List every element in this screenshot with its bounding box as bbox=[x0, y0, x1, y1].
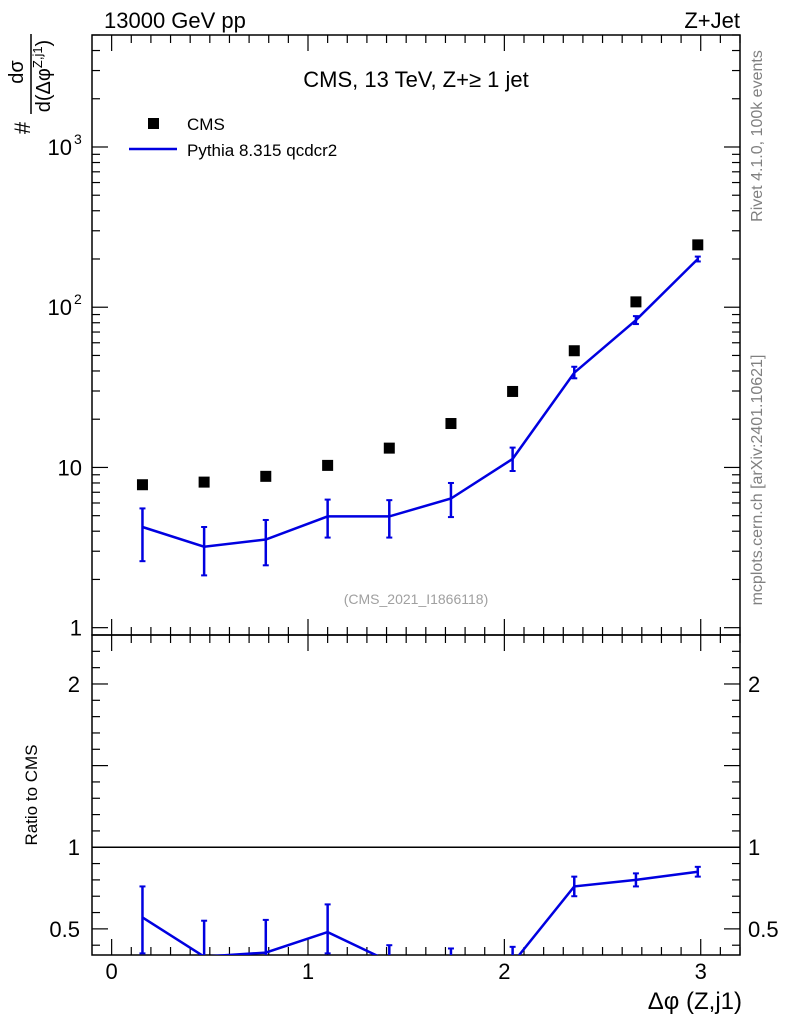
y-tick-label-1000: 10 bbox=[48, 135, 72, 160]
legend-cms-marker bbox=[148, 118, 159, 129]
ratio-data-layer bbox=[92, 846, 740, 955]
ratio-pythia-line bbox=[141, 870, 698, 955]
x-tick-label-1: 1 bbox=[302, 959, 314, 984]
ratio-tick-label-0.5: 0.5 bbox=[49, 917, 80, 942]
y-label-denominator: d(ΔφZ,j1) bbox=[30, 40, 55, 112]
x-tick-label-0: 0 bbox=[106, 959, 118, 984]
mcplots-label: mcplots.cern.ch [arXiv:2401.10621] bbox=[749, 355, 766, 606]
main-y-axis-label: # dσ d(ΔφZ,j1) bbox=[6, 34, 55, 134]
header-left: 13000 GeV pp bbox=[104, 8, 246, 33]
plot-title: CMS, 13 TeV, Z+≥ 1 jet bbox=[303, 67, 528, 92]
ratio-axis-ticks bbox=[92, 650, 740, 946]
cms-data-point bbox=[630, 296, 642, 308]
y-tick-label-1: 1 bbox=[70, 616, 82, 641]
y-tick-exp-100: 2 bbox=[74, 291, 82, 307]
x-axis-label: Δφ (Z,j1) bbox=[648, 988, 742, 1015]
x-tick-labels: 0 1 2 3 bbox=[106, 959, 707, 984]
ratio-y-axis-label: Ratio to CMS bbox=[22, 744, 41, 845]
ratio-tick-label-right-1: 1 bbox=[748, 835, 760, 860]
cms-data-point bbox=[260, 470, 272, 482]
legend: CMS Pythia 8.315 qcdcr2 bbox=[129, 115, 337, 160]
y-tick-label-100: 10 bbox=[48, 295, 72, 320]
cms-data-point bbox=[383, 442, 395, 454]
legend-pythia-label: Pythia 8.315 qcdcr2 bbox=[187, 141, 337, 160]
cms-data-point bbox=[507, 385, 519, 397]
cms-data-point bbox=[322, 459, 334, 471]
y-label-numerator: dσ bbox=[6, 60, 28, 84]
y-tick-label-10: 10 bbox=[58, 455, 82, 480]
header-right: Z+Jet bbox=[684, 8, 740, 33]
y-tick-exp-1000: 3 bbox=[74, 131, 82, 147]
cms-data-point bbox=[198, 476, 210, 488]
rivet-version-label: Rivet 4.1.0, 100k events bbox=[749, 50, 766, 222]
x-axis-ticks bbox=[111, 35, 741, 955]
main-y-tick-labels: 1 10 10 2 10 3 bbox=[48, 131, 82, 641]
cms-data-point bbox=[692, 239, 704, 251]
ratio-tick-label-1: 1 bbox=[68, 835, 80, 860]
main-axis-ticks bbox=[92, 34, 740, 629]
analysis-id: (CMS_2021_I1866118) bbox=[344, 591, 489, 607]
cms-data-point bbox=[445, 418, 457, 430]
main-data-layer bbox=[136, 239, 704, 577]
cms-data-point bbox=[136, 479, 148, 491]
ratio-tick-label-right-2: 2 bbox=[748, 672, 760, 697]
x-tick-label-3: 3 bbox=[695, 959, 707, 984]
ratio-panel-frame bbox=[91, 634, 741, 956]
y-label-hash: # bbox=[10, 121, 35, 134]
cms-data-point bbox=[568, 345, 580, 357]
x-tick-label-2: 2 bbox=[498, 959, 510, 984]
ratio-tick-label-right-0.5: 0.5 bbox=[748, 917, 779, 942]
pythia-line bbox=[142, 258, 699, 548]
ratio-tick-label-2: 2 bbox=[68, 672, 80, 697]
ratio-y-tick-labels: 0.5 1 2 0.5 1 2 bbox=[49, 672, 778, 942]
legend-cms-label: CMS bbox=[187, 115, 225, 134]
